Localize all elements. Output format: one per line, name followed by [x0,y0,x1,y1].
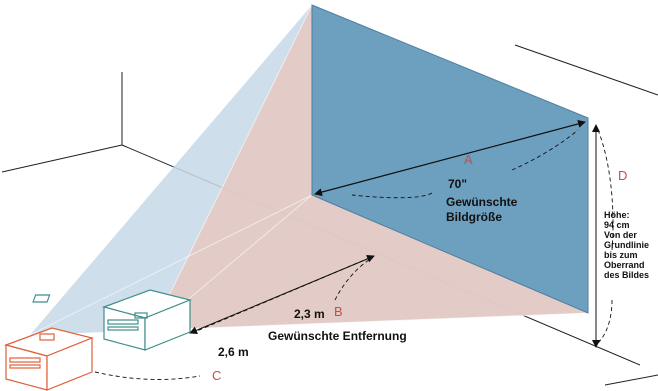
height-arrow-d [592,124,614,348]
size-value: 70" [448,177,467,191]
projection-screen [311,4,589,314]
distance-arrow-b [189,255,375,334]
leader-c [94,371,201,380]
distance-b-value: 2,3 m [294,307,325,321]
height-line-1: Höhe: [604,210,630,220]
projector-near [32,289,192,351]
height-line-2: 94 cm [604,220,630,230]
distance-c-value: 2,6 m [218,345,249,359]
height-line-3: Von der [604,230,637,240]
distance-caption: Gewünschte Entfernung [268,329,407,343]
label-a: A [464,152,473,167]
label-b: B [334,304,343,319]
height-line-4: Grundlinie [604,240,649,250]
projector-far [4,327,94,391]
height-line-6: Oberrand [604,260,645,270]
size-caption-line2: Bildgröße [446,210,502,224]
label-d: D [618,168,627,183]
label-c: C [212,368,221,383]
height-line-7: des Bildes [604,270,649,280]
size-caption-line1: Gewünschte [446,195,518,209]
height-caption: Höhe: 94 cm Von der Grundlinie bis zum O… [604,210,649,280]
diagonal-arrow-a [314,119,586,197]
height-line-5: bis zum [604,250,638,260]
